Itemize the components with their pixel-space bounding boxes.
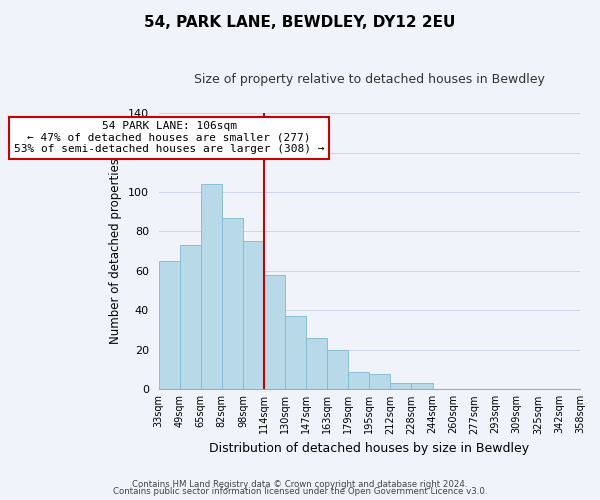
Bar <box>179 246 201 390</box>
Bar <box>391 384 412 390</box>
Bar <box>285 316 306 390</box>
Bar <box>348 372 370 390</box>
Text: Contains HM Land Registry data © Crown copyright and database right 2024.: Contains HM Land Registry data © Crown c… <box>132 480 468 489</box>
Bar <box>158 261 179 390</box>
Text: 54 PARK LANE: 106sqm
← 47% of detached houses are smaller (277)
53% of semi-deta: 54 PARK LANE: 106sqm ← 47% of detached h… <box>14 121 325 154</box>
Bar <box>412 384 433 390</box>
Bar <box>264 275 285 390</box>
Text: 54, PARK LANE, BEWDLEY, DY12 2EU: 54, PARK LANE, BEWDLEY, DY12 2EU <box>145 15 455 30</box>
Bar <box>201 184 222 390</box>
X-axis label: Distribution of detached houses by size in Bewdley: Distribution of detached houses by size … <box>209 442 529 455</box>
Title: Size of property relative to detached houses in Bewdley: Size of property relative to detached ho… <box>194 72 545 86</box>
Bar <box>306 338 327 390</box>
Bar <box>243 242 264 390</box>
Bar <box>370 374 391 390</box>
Text: Contains public sector information licensed under the Open Government Licence v3: Contains public sector information licen… <box>113 488 487 496</box>
Bar <box>222 218 243 390</box>
Y-axis label: Number of detached properties: Number of detached properties <box>109 158 122 344</box>
Bar <box>327 350 348 390</box>
